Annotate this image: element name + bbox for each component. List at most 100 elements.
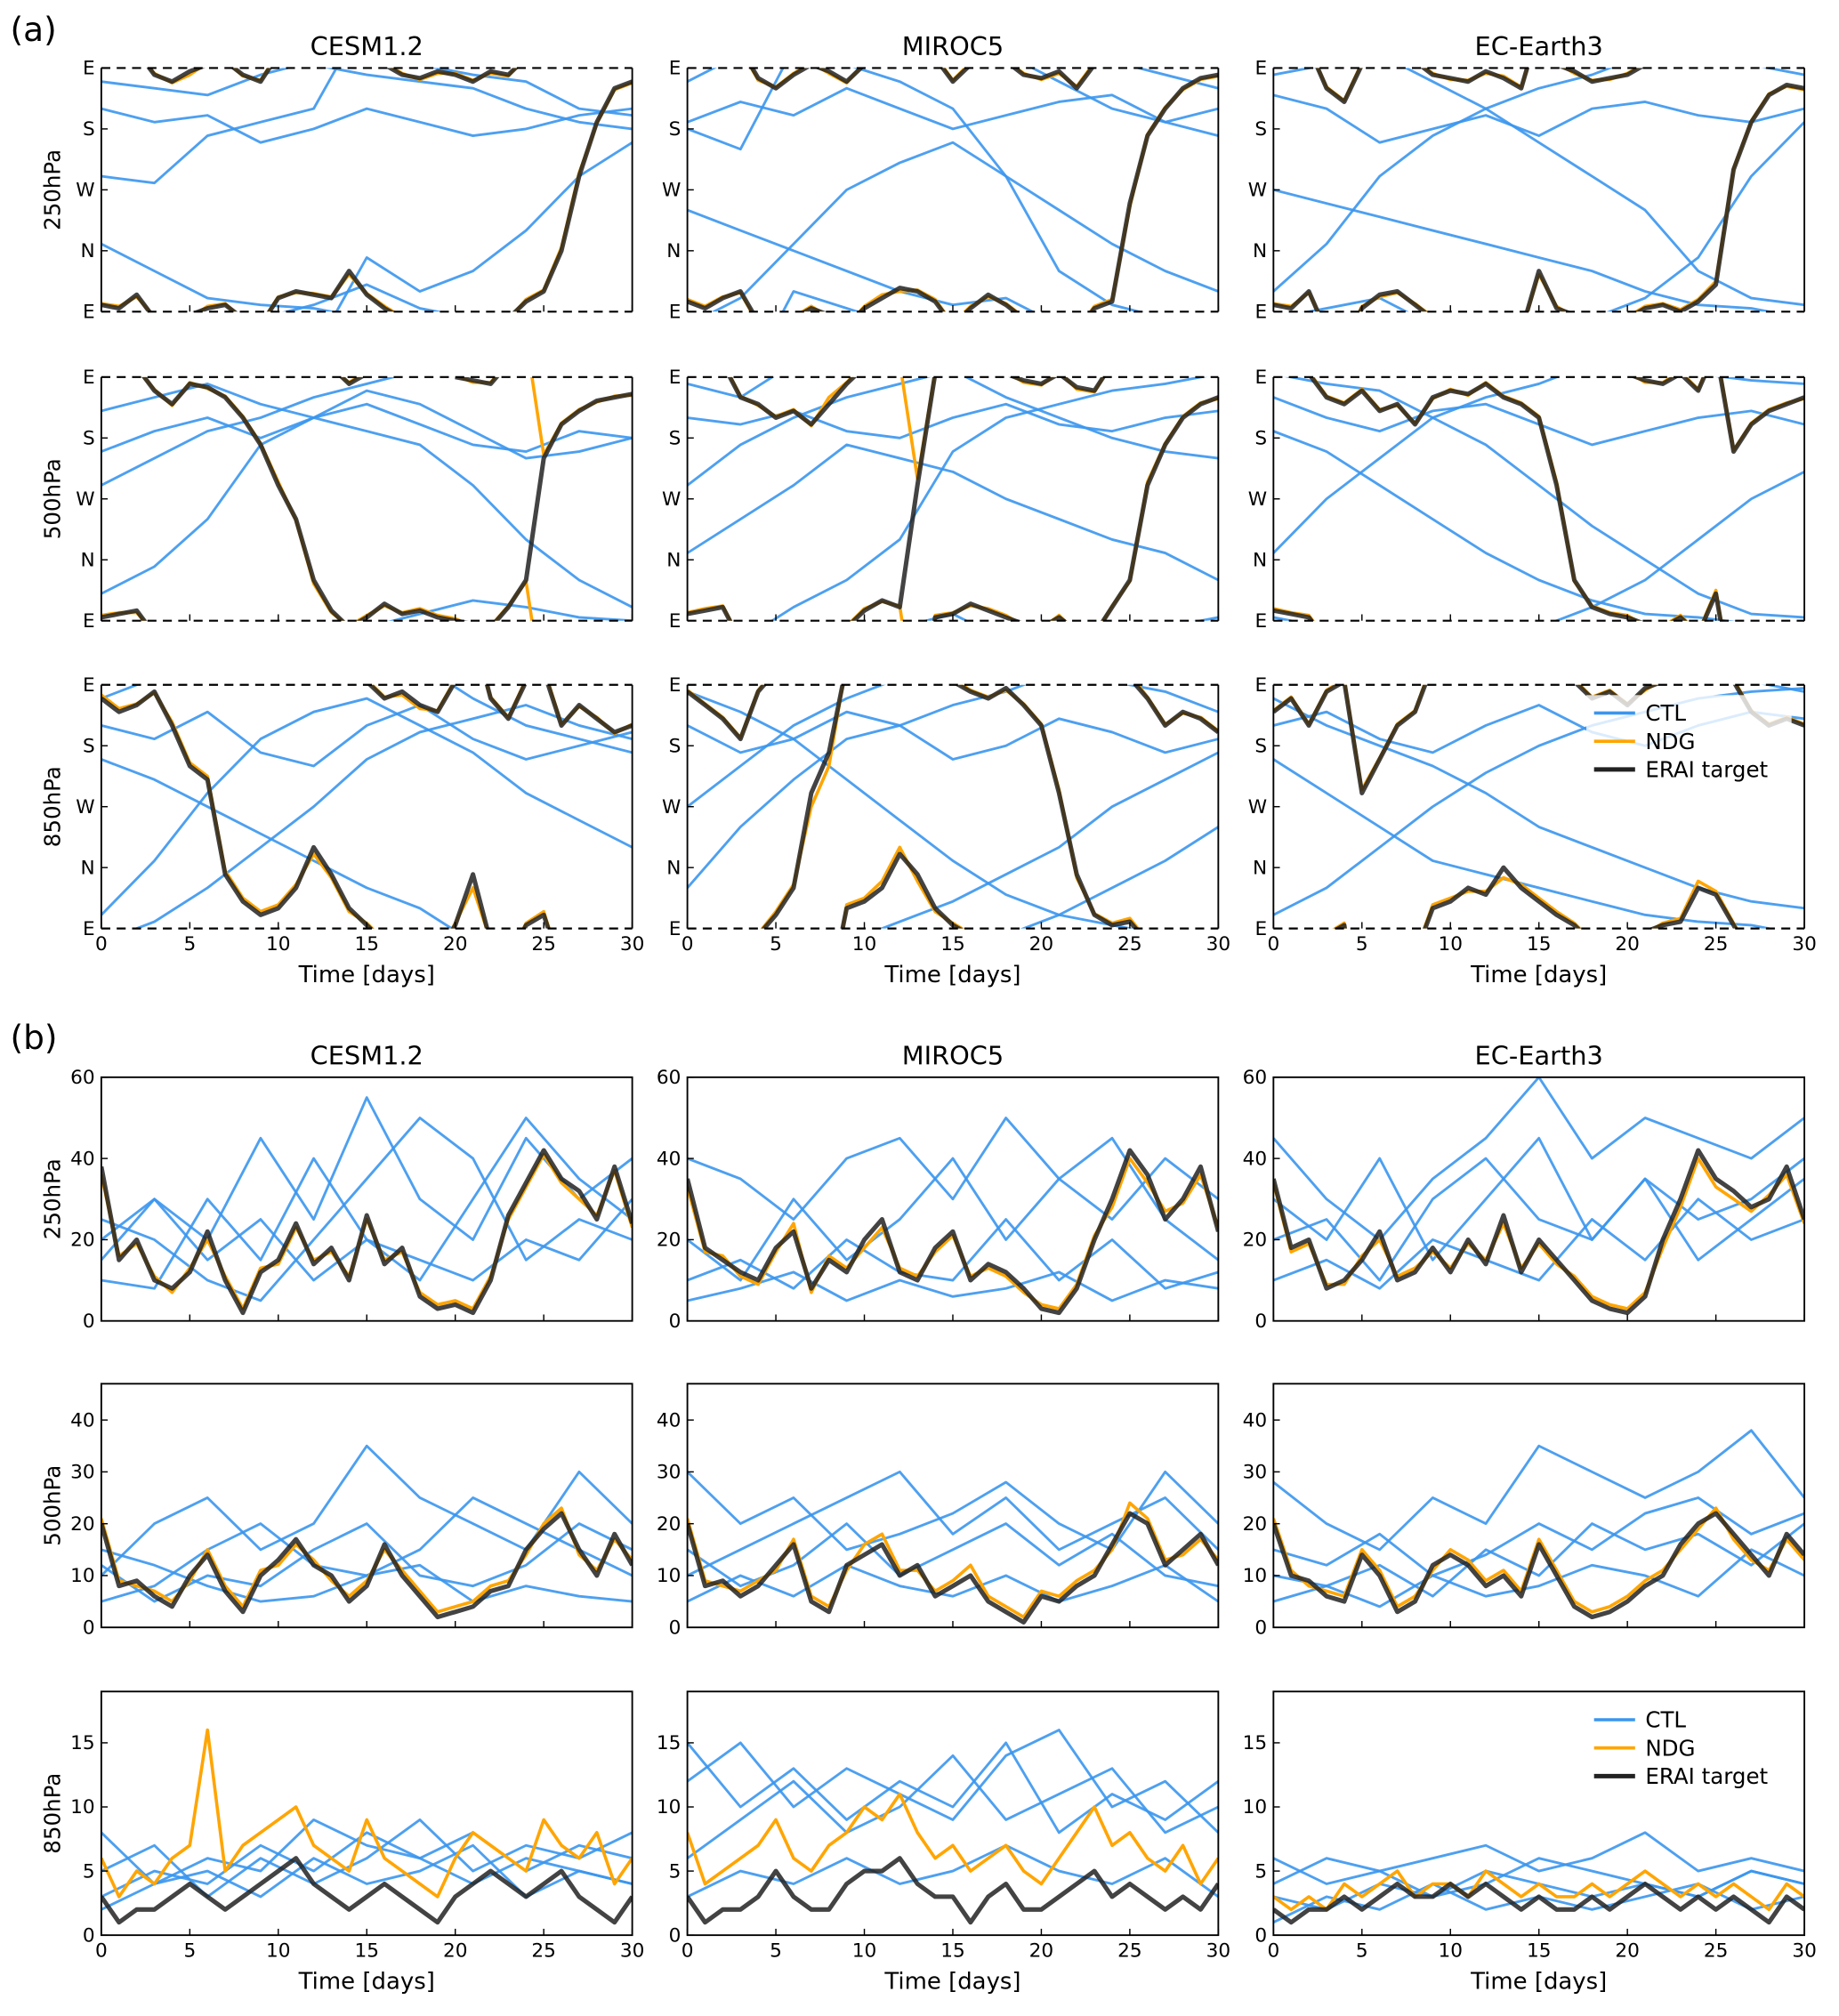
row-label: 500hPa <box>40 458 66 539</box>
ndg-series-line <box>687 1501 1219 1619</box>
ctl-series-line <box>1273 430 1736 621</box>
plot-area <box>101 1096 633 1316</box>
ctl-series-line <box>1273 1198 1805 1290</box>
erai-target-series-line <box>1089 72 1219 312</box>
ctl-series-line <box>1273 1522 1805 1598</box>
x-tick-label: 30 <box>620 1940 645 1963</box>
ctl-series-line <box>687 443 1219 582</box>
y-tick-label: E <box>669 674 682 697</box>
x-tick-label: 20 <box>1615 933 1640 956</box>
ctl-series-line <box>687 690 1137 929</box>
panel-a-250hPa-EC-Earth3: E N W S E <box>1248 58 1806 324</box>
plot-area <box>101 1728 633 1925</box>
ctl-series-line <box>101 1117 633 1290</box>
panel-b-850hPa-CESM1.2: 0 5 10 15 20 25 30 0 5 10 15 Time [days] <box>70 1690 645 1996</box>
x-tick-label: 10 <box>852 933 876 956</box>
erai-target-series-line <box>450 872 490 929</box>
erai-target-series-line <box>1308 376 1643 621</box>
plot-area <box>687 376 1219 621</box>
legend-entry: NDG <box>1645 729 1695 754</box>
y-tick-label: E <box>1254 58 1267 80</box>
y-tick-label: 20 <box>657 1513 682 1536</box>
ndg-series-line <box>958 684 1141 929</box>
legend-entry: CTL <box>1645 1707 1686 1733</box>
x-tick-label: 20 <box>1615 1940 1640 1963</box>
plot-area <box>687 68 1219 312</box>
x-tick-label: 15 <box>940 933 964 956</box>
erai-target-series-line <box>101 1148 633 1316</box>
erai-target-series-line <box>1559 68 1644 85</box>
x-tick-label: 0 <box>682 1940 694 1963</box>
panel-a-850hPa-CESM1.2: 0 5 10 15 20 25 30 E N W S E Time [days] <box>76 674 644 988</box>
y-tick-label: 0 <box>1254 1924 1267 1947</box>
y-tick-label: N <box>1253 240 1267 262</box>
y-tick-label: W <box>76 796 94 818</box>
erai-target-series-line <box>1060 376 1107 393</box>
ctl-series-line <box>1194 616 1219 621</box>
x-axis-label: Time [days] <box>1470 1969 1607 1996</box>
ctl-series-line <box>101 242 338 312</box>
erai-target-series-line <box>1315 68 1363 105</box>
ndg-series-line <box>101 1728 633 1899</box>
erai-target-series-line <box>1718 376 1805 455</box>
erai-target-series-line <box>964 292 1019 312</box>
row-label: 850hPa <box>40 1773 66 1854</box>
erai-target-series-line <box>101 689 374 929</box>
plot-area <box>101 684 633 929</box>
erai-target-series-line <box>356 601 468 621</box>
column-title: EC-Earth3 <box>1475 1040 1603 1070</box>
erai-target-series-line <box>687 1148 1219 1316</box>
y-tick-label: 20 <box>1243 1513 1268 1536</box>
y-tick-label: E <box>669 367 682 389</box>
y-tick-label: 20 <box>1243 1230 1268 1252</box>
x-tick-label: 10 <box>1438 933 1463 956</box>
panel-a-850hPa-EC-Earth3: 0 5 10 15 20 25 30 E N W S E Time [days] CTL NDG ERAI t… <box>1248 674 1817 988</box>
y-tick-label: E <box>669 610 682 633</box>
x-tick-label: 25 <box>531 933 556 956</box>
ctl-series-line <box>1302 296 1409 312</box>
y-tick-label: 40 <box>1243 1148 1268 1170</box>
erai-target-series-line <box>1273 608 1315 621</box>
y-tick-label: S <box>669 118 682 141</box>
y-tick-label: 40 <box>657 1409 682 1431</box>
y-tick-label: 0 <box>1254 1310 1267 1333</box>
x-tick-label: 15 <box>354 1940 379 1963</box>
x-tick-label: 15 <box>940 1940 964 1963</box>
y-tick-label: 30 <box>70 1462 95 1484</box>
y-tick-label: 20 <box>70 1513 95 1536</box>
ctl-series-line <box>687 1470 1219 1552</box>
ndg-series-line <box>1273 1506 1805 1614</box>
ctl-series-line <box>101 1843 633 1911</box>
y-tick-label: N <box>80 240 94 262</box>
erai-target-series-line <box>101 1511 633 1620</box>
row-label: 500hPa <box>40 1465 66 1546</box>
plot-area <box>101 1444 633 1620</box>
panel-label-a: (a) <box>11 10 57 49</box>
ctl-series-line <box>1553 471 1805 621</box>
x-tick-label: 25 <box>1704 1940 1729 1963</box>
y-tick-label: 0 <box>83 1310 95 1333</box>
erai-target-series-line <box>1273 1881 1805 1925</box>
ctl-series-line <box>101 1818 633 1899</box>
y-tick-label: S <box>1254 118 1267 141</box>
ctl-series-line <box>1273 1548 1805 1609</box>
y-tick-label: 30 <box>657 1462 682 1484</box>
erai-target-series-line <box>687 1511 1219 1625</box>
y-tick-label: N <box>666 240 681 262</box>
erai-target-series-line <box>1420 68 1530 91</box>
ndg-series-line <box>1357 291 1429 312</box>
y-tick-label: E <box>83 58 95 80</box>
y-tick-label: W <box>1248 488 1267 511</box>
erai-target-series-line <box>940 68 971 85</box>
ctl-series-line <box>133 704 633 929</box>
x-tick-label: 5 <box>1356 1940 1368 1963</box>
ctl-series-line <box>770 376 1208 621</box>
y-tick-label: 0 <box>669 1924 682 1947</box>
y-tick-label: 15 <box>657 1732 682 1754</box>
ctl-series-line <box>687 1754 1219 1859</box>
ctl-series-line <box>448 684 633 754</box>
y-tick-label: E <box>1254 302 1267 324</box>
panel-a-500hPa-MIROC5: E N W S E <box>662 367 1220 633</box>
ndg-series-line <box>687 1792 1219 1886</box>
y-tick-label: 5 <box>669 1860 682 1883</box>
